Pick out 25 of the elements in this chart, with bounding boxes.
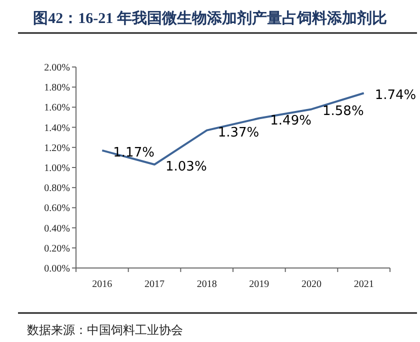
x-tick-label: 2019 bbox=[249, 279, 270, 290]
y-tick-label: 2.00% bbox=[44, 62, 70, 74]
data-label: 1.49% bbox=[270, 113, 312, 128]
y-tick-label: 0.40% bbox=[44, 223, 70, 234]
y-tick-label: 1.40% bbox=[44, 122, 70, 134]
data-label: 1.74% bbox=[374, 88, 416, 104]
x-tick-label: 2016 bbox=[92, 279, 112, 290]
chart-title: 图42：16-21 年我国微生物添加剂产量占饲料添加剂比 bbox=[33, 9, 387, 27]
y-tick-label: 0.20% bbox=[44, 243, 70, 254]
x-tick-label: 2018 bbox=[196, 279, 217, 290]
y-tick-label: 1.80% bbox=[44, 82, 70, 94]
y-tick-label: 0.60% bbox=[44, 203, 70, 214]
y-tick-label: 1.00% bbox=[44, 163, 70, 174]
y-tick-label: 1.20% bbox=[44, 142, 70, 154]
data-label: 1.17% bbox=[113, 145, 154, 160]
data-label: 1.03% bbox=[166, 159, 207, 174]
x-tick-label: 2020 bbox=[302, 279, 322, 290]
y-tick-label: 0.80% bbox=[44, 183, 70, 194]
x-tick-label: 2021 bbox=[354, 279, 374, 290]
y-tick-label: 0.00% bbox=[44, 264, 70, 274]
data-label: 1.37% bbox=[218, 125, 260, 140]
source-note: 数据来源：中国饲料工业协会 bbox=[27, 323, 183, 337]
x-tick-label: 2017 bbox=[144, 279, 164, 290]
y-tick-label: 1.60% bbox=[44, 102, 70, 114]
data-label: 1.58% bbox=[322, 104, 364, 120]
